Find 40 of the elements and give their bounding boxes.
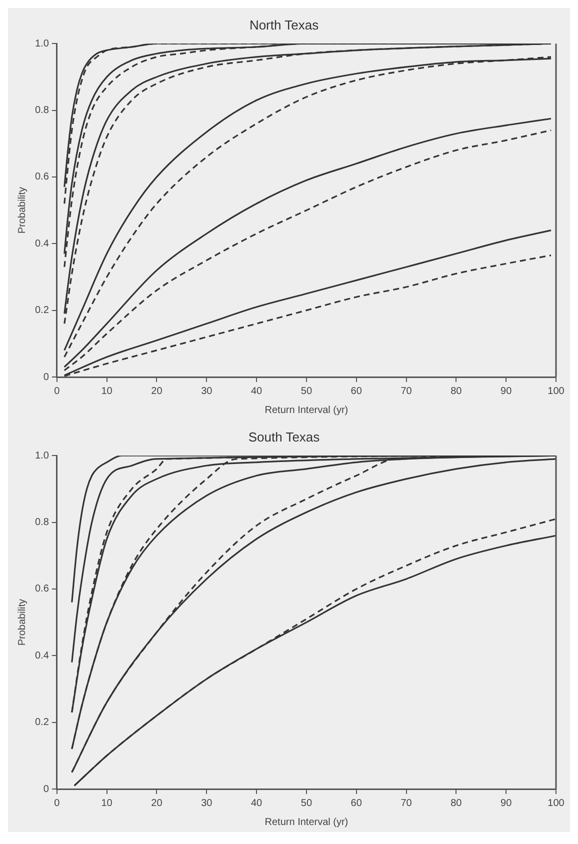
x-tick-label: 30 xyxy=(201,798,213,809)
y-tick-label: 1.0 xyxy=(34,450,50,462)
x-tick-label: 50 xyxy=(300,798,312,809)
x-tick-label: 50 xyxy=(300,386,312,397)
x-tick-label: 10 xyxy=(101,386,113,397)
x-axis-title: Return Interval (yr) xyxy=(264,404,348,416)
x-tick-label: 70 xyxy=(400,386,412,397)
x-tick-label: 0 xyxy=(54,386,60,397)
x-tick-label: 60 xyxy=(350,386,362,397)
x-tick-label: 20 xyxy=(151,386,163,397)
y-tick-label: 0.6 xyxy=(34,172,50,183)
x-tick-label: 80 xyxy=(450,386,462,397)
x-tick-label: 100 xyxy=(548,386,565,397)
y-tick-label: 0.2 xyxy=(34,305,50,316)
x-tick-label: 10 xyxy=(101,798,113,809)
y-tick-label: 0.2 xyxy=(34,717,50,728)
x-tick-label: 90 xyxy=(500,798,512,809)
y-tick-label: 1.0 xyxy=(34,38,50,50)
x-tick-label: 0 xyxy=(54,798,60,809)
x-tick-label: 20 xyxy=(151,798,163,809)
x-tick-label: 60 xyxy=(350,798,362,809)
y-tick-label: 0.4 xyxy=(34,650,50,662)
x-tick-label: 40 xyxy=(250,386,263,397)
y-tick-label: 0 xyxy=(43,372,50,383)
x-tick-label: 100 xyxy=(548,798,565,809)
y-axis-title: Probability xyxy=(16,598,28,646)
chart-title: South Texas xyxy=(248,429,320,444)
y-tick-label: 0.8 xyxy=(34,517,50,528)
x-tick-label: 70 xyxy=(400,798,412,809)
x-tick-label: 90 xyxy=(500,386,512,397)
chart-title: North Texas xyxy=(249,17,320,32)
x-tick-label: 80 xyxy=(450,798,462,809)
y-tick-label: 0 xyxy=(43,784,50,795)
y-axis-title: Probability xyxy=(16,186,28,234)
y-tick-label: 0.8 xyxy=(34,105,50,116)
x-axis-title: Return Interval (yr) xyxy=(264,816,348,828)
y-tick-label: 0.4 xyxy=(34,238,50,250)
x-tick-label: 30 xyxy=(201,386,213,397)
y-tick-label: 0.6 xyxy=(34,584,50,595)
x-tick-label: 40 xyxy=(250,798,263,809)
